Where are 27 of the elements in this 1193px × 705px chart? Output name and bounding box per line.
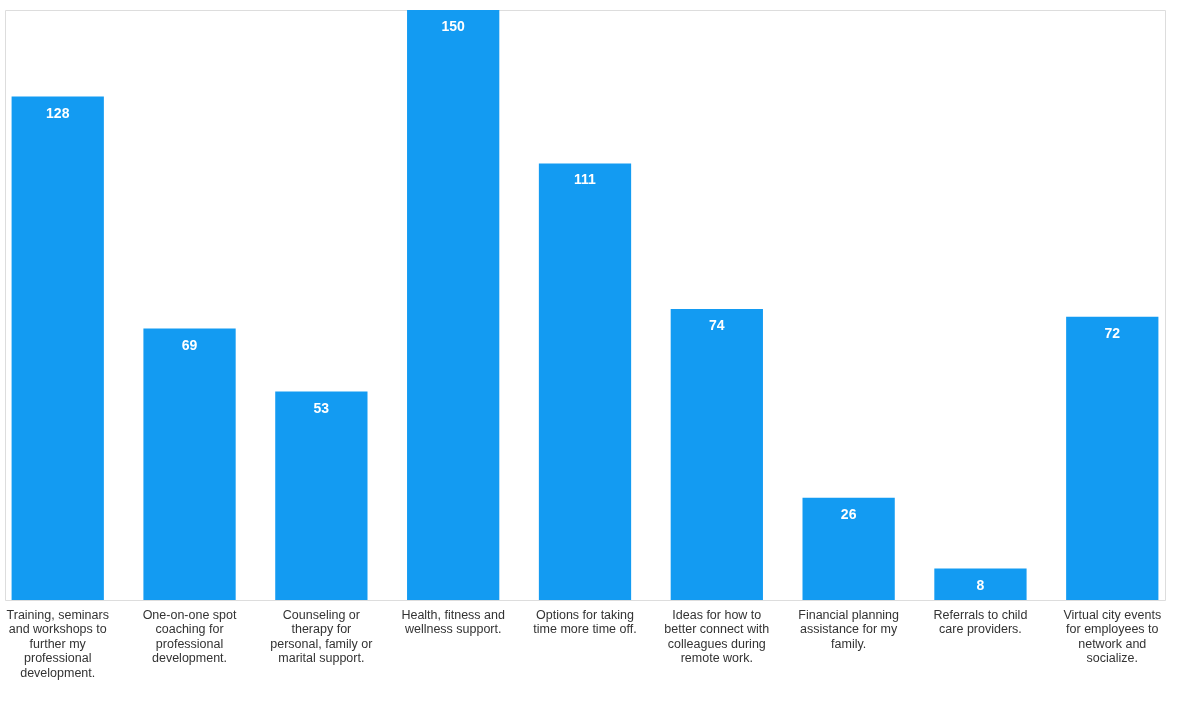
data-label: 53	[313, 399, 330, 416]
data-label: 72	[1104, 324, 1121, 341]
bar	[670, 308, 763, 600]
bar	[538, 163, 632, 600]
bar	[275, 391, 368, 600]
bar	[143, 328, 236, 600]
data-label: 26	[840, 505, 857, 522]
data-label: 150	[441, 18, 466, 34]
x-tick-label: Financial planning assistance for my family.	[798, 607, 900, 651]
x-tick-label: Counseling or therapy for personal, family or marital support.	[270, 607, 373, 665]
x-tick-label: Ideas for how to better connect with colleagues during remote work.	[664, 607, 770, 665]
bar	[11, 96, 104, 600]
x-tick-label: Training, seminars and workshops to further my professional development.	[6, 607, 109, 680]
x-tick-label: Virtual city events for employees to network and socialize.	[1063, 607, 1162, 665]
x-tick-label: One-on-one spot coaching for professional development.	[142, 607, 237, 665]
data-label: 8	[976, 576, 985, 593]
x-tick-label: Options for taking time more time off.	[533, 607, 637, 636]
bar	[407, 10, 500, 600]
data-label: 74	[709, 316, 725, 333]
bar	[802, 497, 895, 600]
bar	[934, 568, 1027, 600]
bar	[1066, 316, 1159, 600]
x-tick-label: Referrals to child care providers.	[933, 607, 1028, 636]
data-label: 128	[46, 104, 70, 121]
x-tick-label: Health, fitness and wellness support.	[401, 607, 505, 636]
data-label: 69	[181, 336, 198, 353]
data-label: 111	[574, 171, 597, 188]
